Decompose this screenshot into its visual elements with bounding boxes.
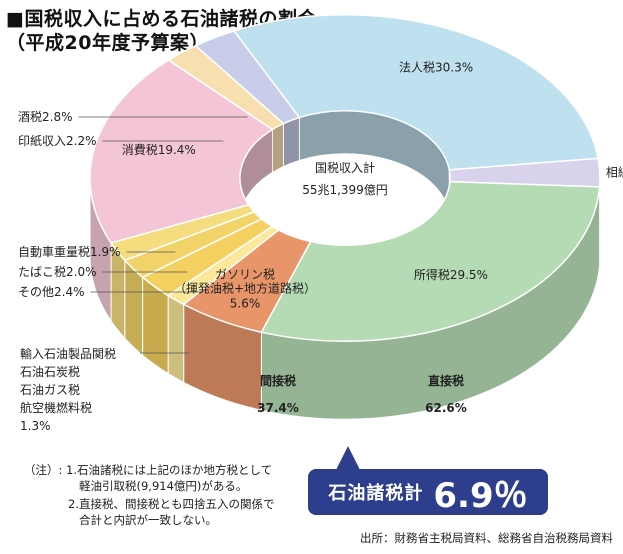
chart-subtitle: （平成20年度予算案） xyxy=(6,32,209,54)
chart-title: ■国税収入に占める石油諸税の割合 xyxy=(6,8,317,30)
slice-label-5: その他2.4% xyxy=(18,285,85,299)
left-block-line-1: 石油石炭税 xyxy=(20,365,80,379)
slice-10 xyxy=(194,30,301,125)
slice-label-2: 所得税29.5% xyxy=(414,267,488,282)
donut-slices xyxy=(89,14,601,420)
note-line-4: 合計と内訳が一致しない。 xyxy=(79,513,217,527)
slice-wall-4 xyxy=(167,294,185,384)
center-value: 55兆1,399億円 xyxy=(302,183,388,197)
petroleum-tax-callout: 石油諸税計 6.9％ xyxy=(308,469,548,516)
left-block-line-3: 航空機燃料税 xyxy=(20,400,92,415)
slice-value-3: 5.6% xyxy=(230,297,261,311)
slice-label-7: 自動車重量税1.9% xyxy=(18,245,121,259)
note-line-1: （注）: 1.石油諸税には上記のほか地方税として xyxy=(24,463,273,477)
leader-lines xyxy=(78,116,248,354)
slice-label-6: たばこ税2.0% xyxy=(18,265,97,279)
slice-labels: 国税収入計 55兆1,399億円 法人税30.3% 所得税29.5% 消費税19.4% 相… xyxy=(18,60,623,433)
left-block-line-0: 輸入石油製品関税 xyxy=(20,346,116,361)
slice-sublabel-3: （揮発油税+地方道路税） xyxy=(174,281,316,296)
slice-label-9: 印紙収入2.2% xyxy=(18,133,97,148)
group-label-indirect: 間接税 xyxy=(260,373,296,388)
group-value-direct: 62.6% xyxy=(425,401,467,415)
group-value-indirect: 37.4% xyxy=(257,401,299,415)
slice-2 xyxy=(260,180,601,342)
callout-label: 石油諸税計 xyxy=(328,483,424,504)
slice-label-3: ガソリン税 xyxy=(215,268,275,282)
note-line-3: 2.直接税、間接税とも四捨五入の関係で xyxy=(68,497,275,511)
center-label: 国税収入計 xyxy=(315,160,375,175)
slice-inner-wall-10-0 xyxy=(283,116,300,168)
note-line-2: 軽油引取税(9,914億円)がある。 xyxy=(79,479,248,493)
slice-0 xyxy=(232,14,600,171)
slice-label-1: 相続税2.8% xyxy=(606,166,623,180)
left-block-line-4: 1.3% xyxy=(20,419,51,433)
slice-8 xyxy=(89,59,274,244)
slice-inner-wall-9-0 xyxy=(271,122,284,174)
source-note: 出所：財務省主税局資料、総務省自治税務局資料 xyxy=(360,531,613,545)
group-label-direct: 直接税 xyxy=(428,373,464,388)
left-block-line-2: 石油ガス税 xyxy=(20,383,80,397)
slice-label-0: 法人税30.3% xyxy=(399,60,473,74)
callout-value: 6.9％ xyxy=(433,475,528,516)
callout-pointer xyxy=(336,446,360,470)
slice-label-10: 酒税2.8% xyxy=(18,110,73,124)
slice-label-8: 消費税19.4% xyxy=(122,142,196,157)
